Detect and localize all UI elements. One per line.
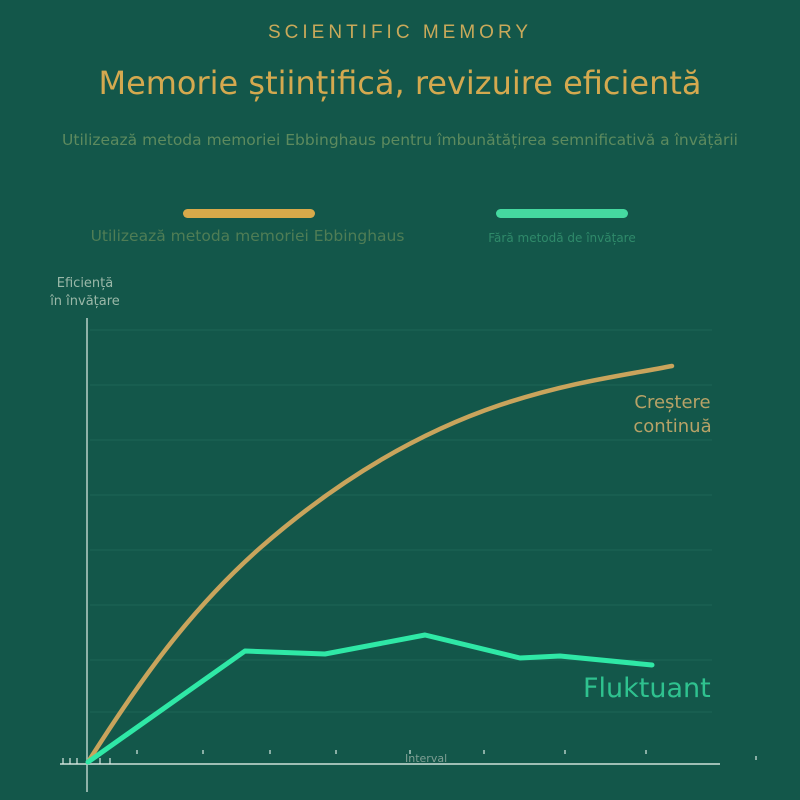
annotation-gold-line1: Creștere bbox=[634, 392, 711, 413]
series-no-method-line bbox=[85, 632, 655, 765]
legend-label-no-method: Fără metodă de învățare bbox=[488, 231, 636, 245]
series-ebbinghaus-line bbox=[85, 363, 675, 765]
legend-swatch-ebbinghaus bbox=[183, 209, 315, 218]
y-axis-label-line1: Eficiență bbox=[56, 276, 114, 291]
annotation-fluctuating: Fluktuant bbox=[583, 673, 711, 704]
annotation-continuous-growth: Creștere continuă bbox=[600, 391, 745, 439]
legend-swatch-no-method bbox=[496, 209, 628, 218]
y-axis-label: Eficiență în învățare bbox=[20, 275, 150, 311]
subtitle: Utilizează metoda memoriei Ebbinghaus pe… bbox=[62, 131, 738, 149]
eyebrow-title: SCIENTIFIC MEMORY bbox=[268, 22, 532, 43]
x-axis-label: Interval bbox=[405, 752, 448, 765]
y-axis-label-line2: în învățare bbox=[50, 294, 120, 309]
page-title: Memorie științifică, revizuire eficientă bbox=[98, 64, 702, 102]
grid-lines bbox=[90, 329, 712, 713]
x-axis-ticks bbox=[62, 750, 757, 764]
legend-label-ebbinghaus: Utilizează metoda memoriei Ebbinghaus bbox=[90, 227, 405, 245]
annotation-gold-line2: continuă bbox=[633, 416, 712, 437]
